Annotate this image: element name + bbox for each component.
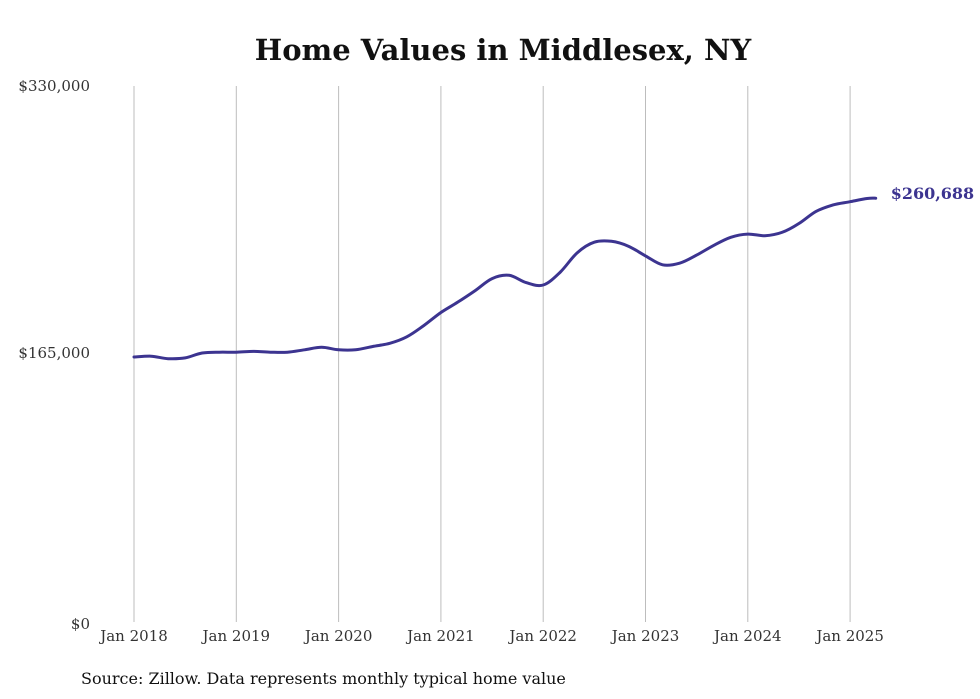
end-value-label: $260,688 bbox=[891, 184, 975, 203]
x-axis-tick-labels: Jan 2018 Jan 2019 Jan 2020 Jan 2021 Jan 2022… bbox=[98, 627, 884, 645]
x-tick-label: Jan 2020 bbox=[303, 627, 373, 645]
x-tick-label: Jan 2024 bbox=[712, 627, 782, 645]
x-tick-label: Jan 2021 bbox=[405, 627, 475, 645]
x-tick-label: Jan 2018 bbox=[98, 627, 168, 645]
x-tick-label: Jan 2023 bbox=[610, 627, 680, 645]
x-tick-label: Jan 2022 bbox=[507, 627, 577, 645]
x-tick-label: Jan 2025 bbox=[814, 627, 884, 645]
y-tick-label: $330,000 bbox=[18, 77, 90, 95]
y-tick-label: $165,000 bbox=[18, 344, 90, 362]
y-tick-label: $0 bbox=[71, 615, 90, 633]
x-tick-label: Jan 2019 bbox=[201, 627, 271, 645]
chart-title: Home Values in Middlesex, NY bbox=[255, 33, 752, 67]
source-note: Source: Zillow. Data represents monthly … bbox=[81, 669, 566, 688]
gridlines bbox=[133, 86, 851, 622]
series-line bbox=[132, 196, 878, 361]
